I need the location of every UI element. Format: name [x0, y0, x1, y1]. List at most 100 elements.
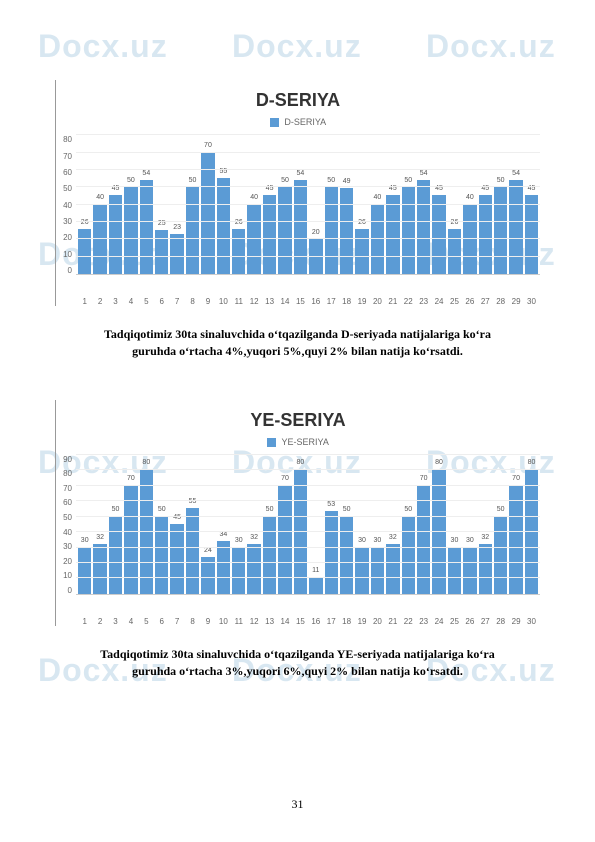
chart1-x-axis: 1234567891011121314151617181920212223242… [56, 295, 540, 306]
bar-value-label: 50 [281, 177, 289, 184]
bar-value-label: 70 [420, 475, 428, 482]
x-tick: 27 [479, 297, 492, 306]
x-tick: 27 [479, 617, 492, 626]
chart2-legend-label: YE-SERIYA [281, 437, 328, 447]
bar: 45 [263, 195, 276, 274]
chart1-title: D-SERIYA [56, 90, 540, 111]
bar-value-label: 53 [327, 501, 335, 508]
bar-value-label: 40 [250, 194, 258, 201]
bar: 50 [186, 187, 199, 275]
y-tick: 50 [56, 513, 72, 522]
bar-value-label: 50 [127, 177, 135, 184]
y-tick: 0 [56, 266, 72, 275]
x-tick: 23 [417, 617, 430, 626]
x-tick: 12 [247, 297, 260, 306]
x-tick: 16 [309, 617, 322, 626]
bar: 30 [463, 547, 476, 594]
bar-rect [309, 577, 322, 594]
chart1-plot: 2640455054252350705526404550542050492640… [76, 135, 540, 275]
x-tick: 4 [124, 297, 137, 306]
y-tick: 10 [56, 571, 72, 580]
x-tick: 9 [201, 617, 214, 626]
x-tick: 2 [93, 297, 106, 306]
bar-rect [525, 195, 538, 274]
bar: 30 [355, 547, 368, 594]
x-tick: 6 [155, 297, 168, 306]
y-tick: 0 [56, 586, 72, 595]
bar: 26 [448, 229, 461, 275]
bar: 50 [494, 187, 507, 275]
x-tick: 1 [78, 297, 91, 306]
bar-rect [232, 229, 245, 275]
x-tick: 10 [217, 617, 230, 626]
gridline [76, 454, 540, 455]
bar-value-label: 54 [512, 170, 520, 177]
bar-value-label: 50 [404, 506, 412, 513]
bar-rect [479, 195, 492, 274]
gridline [76, 500, 540, 501]
x-tick: 10 [217, 297, 230, 306]
chart-d-seriya: D-SERIYA D-SERIYA 01020304050607080 2640… [55, 80, 540, 306]
chart2-legend: YE-SERIYA [56, 437, 540, 447]
x-tick: 6 [155, 617, 168, 626]
y-tick: 70 [56, 152, 72, 161]
bar-value-label: 50 [404, 177, 412, 184]
bar: 50 [494, 516, 507, 594]
x-tick: 28 [494, 617, 507, 626]
x-tick: 17 [325, 617, 338, 626]
bar-value-label: 54 [296, 170, 304, 177]
bar: 30 [232, 547, 245, 594]
bar: 45 [525, 195, 538, 274]
bar-value-label: 11 [312, 567, 319, 574]
bar: 34 [217, 541, 230, 594]
bar-rect [109, 195, 122, 274]
bar-rect [479, 544, 492, 594]
bar-value-label: 70 [281, 475, 289, 482]
x-tick: 30 [525, 297, 538, 306]
bar-value-label: 70 [127, 475, 135, 482]
bar-value-label: 50 [497, 177, 505, 184]
legend-swatch [270, 118, 279, 127]
x-tick: 18 [340, 617, 353, 626]
bar-rect [186, 508, 199, 594]
y-tick: 50 [56, 184, 72, 193]
bar: 50 [109, 516, 122, 594]
bar-rect [340, 188, 353, 274]
bar-value-label: 50 [327, 177, 335, 184]
bar: 54 [140, 180, 153, 275]
x-tick: 20 [371, 617, 384, 626]
x-tick: 14 [278, 297, 291, 306]
bar: 45 [170, 524, 183, 594]
y-tick: 80 [56, 135, 72, 144]
bar-rect [93, 544, 106, 594]
bar-rect [186, 187, 199, 275]
bar-value-label: 50 [112, 506, 120, 513]
legend-swatch [267, 438, 276, 447]
bar-rect [463, 547, 476, 594]
gridline [76, 256, 540, 257]
y-tick: 40 [56, 201, 72, 210]
x-tick: 19 [355, 617, 368, 626]
bar: 11 [309, 577, 322, 594]
x-tick: 15 [294, 617, 307, 626]
x-tick: 22 [402, 617, 415, 626]
x-tick: 9 [201, 297, 214, 306]
x-tick: 19 [355, 297, 368, 306]
x-tick: 21 [386, 297, 399, 306]
gridline [76, 134, 540, 135]
bar-value-label: 40 [374, 194, 382, 201]
bar-rect [355, 547, 368, 594]
bar-value-label: 23 [173, 224, 181, 231]
gridline [76, 221, 540, 222]
bar-rect [386, 195, 399, 274]
bar-value-label: 30 [466, 537, 474, 544]
gridline [76, 169, 540, 170]
bar-rect [402, 516, 415, 594]
x-tick: 21 [386, 617, 399, 626]
x-tick: 20 [371, 297, 384, 306]
bar-rect [78, 547, 91, 594]
bar: 50 [155, 516, 168, 594]
bar-rect [232, 547, 245, 594]
x-tick: 8 [186, 297, 199, 306]
bar: 50 [124, 187, 137, 275]
